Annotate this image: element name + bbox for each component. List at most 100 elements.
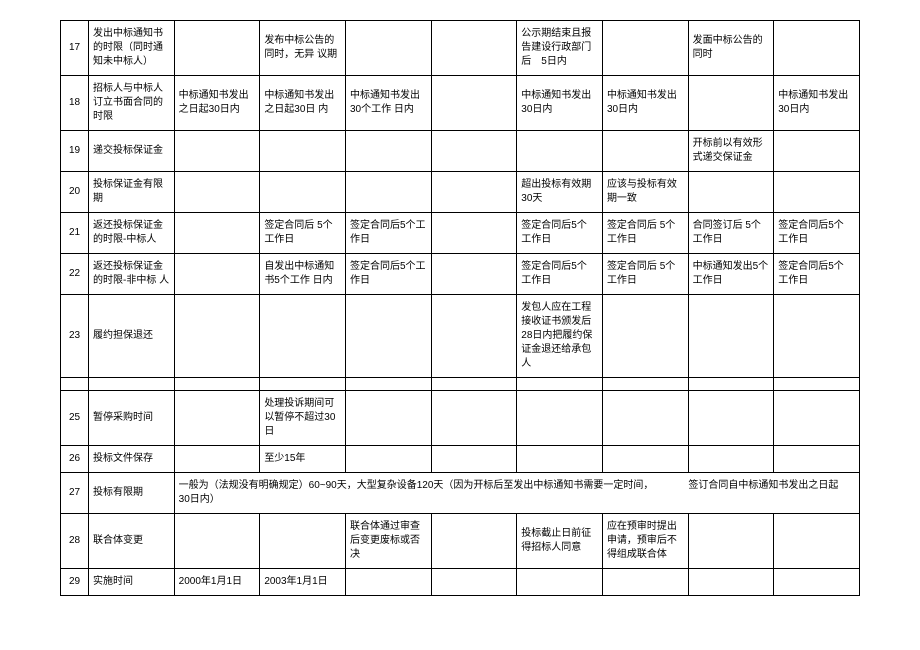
table-row: 29实施时间2000年1月1日2003年1月1日 xyxy=(61,569,860,596)
row-label: 发出中标通知书的时限（同时通知未中标人） xyxy=(89,21,175,76)
cell xyxy=(345,569,431,596)
cell xyxy=(260,378,346,391)
row-label: 投标有限期 xyxy=(89,473,175,514)
table-row: 27投标有限期一般为（法规没有明确规定）60~90天，大型复杂设备120天（因为… xyxy=(61,473,860,514)
row-label: 联合体变更 xyxy=(89,514,175,569)
cell xyxy=(517,131,603,172)
row-label: 实施时间 xyxy=(89,569,175,596)
cell xyxy=(431,76,517,131)
cell: 超出投标有效期 30天 xyxy=(517,172,603,213)
row-label: 返还投标保证金的时限-非中标 人 xyxy=(89,254,175,295)
cell xyxy=(345,295,431,378)
row-number: 28 xyxy=(61,514,89,569)
row-number: 29 xyxy=(61,569,89,596)
cell: 中标通知书发出之日起30日内 xyxy=(174,76,260,131)
cell xyxy=(431,514,517,569)
cell xyxy=(517,378,603,391)
cell: 签定合同后 5个工作日 xyxy=(602,254,688,295)
cell xyxy=(174,378,260,391)
cell: 签定合同后5个工作日 xyxy=(345,254,431,295)
cell xyxy=(174,254,260,295)
table-row: 17发出中标通知书的时限（同时通知未中标人）发布中标公告的同时，无异 议期公示期… xyxy=(61,21,860,76)
cell xyxy=(688,295,774,378)
cell xyxy=(774,569,860,596)
cell: 签定合同后 5个工作日 xyxy=(602,213,688,254)
row-number xyxy=(61,378,89,391)
row-number: 20 xyxy=(61,172,89,213)
table-row: 20投标保证金有限期 超出投标有效期 30天应该与投标有效期一致 xyxy=(61,172,860,213)
cell xyxy=(688,378,774,391)
cell: 联合体通过审查后变更废标或否决 xyxy=(345,514,431,569)
cell: 签定合同后5个 工作日 xyxy=(517,213,603,254)
cell: 至少15年 xyxy=(260,446,346,473)
cell xyxy=(431,391,517,446)
cell xyxy=(774,131,860,172)
row-label: 投标保证金有限期 xyxy=(89,172,175,213)
cell xyxy=(431,254,517,295)
cell xyxy=(431,569,517,596)
table-row: 22返还投标保证金的时限-非中标 人自发出中标通知书5个工作 日内签定合同后5个… xyxy=(61,254,860,295)
cell: 投标截止日前征得招标人同意 xyxy=(517,514,603,569)
row-number: 17 xyxy=(61,21,89,76)
cell: 2000年1月1日 xyxy=(174,569,260,596)
cell xyxy=(774,172,860,213)
row-label: 投标文件保存 xyxy=(89,446,175,473)
cell xyxy=(517,569,603,596)
cell xyxy=(688,172,774,213)
cell: 中标通知书发出30日内 xyxy=(774,76,860,131)
cell xyxy=(174,295,260,378)
cell xyxy=(774,514,860,569)
row-number: 19 xyxy=(61,131,89,172)
row-label: 履约担保退还 xyxy=(89,295,175,378)
table-row xyxy=(61,378,860,391)
row-number: 23 xyxy=(61,295,89,378)
cell: 发布中标公告的同时，无异 议期 xyxy=(260,21,346,76)
cell xyxy=(260,514,346,569)
cell: 应该与投标有效期一致 xyxy=(602,172,688,213)
cell: 签定合同后5个工作日 xyxy=(345,213,431,254)
cell xyxy=(174,391,260,446)
cell xyxy=(260,295,346,378)
cell xyxy=(174,21,260,76)
cell xyxy=(345,172,431,213)
cell xyxy=(431,172,517,213)
cell: 发包人应在工程接收证书颁发后28日内把履约保证金退还给承包人 xyxy=(517,295,603,378)
cell xyxy=(688,569,774,596)
table-row: 23履约担保退还 发包人应在工程接收证书颁发后28日内把履约保证金退还给承包人 xyxy=(61,295,860,378)
cell: 签定合同后 5个工作日 xyxy=(260,213,346,254)
cell: 合同签订后 5个工作日 xyxy=(688,213,774,254)
cell: 中标通知书发出之日起30日 内 xyxy=(260,76,346,131)
cell xyxy=(774,391,860,446)
row-number: 21 xyxy=(61,213,89,254)
row-label: 暂停采购时间 xyxy=(89,391,175,446)
cell: 签定合同后5个 工作日 xyxy=(774,254,860,295)
cell xyxy=(602,131,688,172)
cell xyxy=(602,569,688,596)
cell: 处理投诉期间可以暂停不超过30日 xyxy=(260,391,346,446)
table-row: 26投标文件保存至少15年 xyxy=(61,446,860,473)
cell xyxy=(174,514,260,569)
cell: 签定合同后5个 工作日 xyxy=(774,213,860,254)
cell xyxy=(431,213,517,254)
cell xyxy=(602,391,688,446)
cell xyxy=(174,213,260,254)
cell: 自发出中标通知书5个工作 日内 xyxy=(260,254,346,295)
cell xyxy=(602,295,688,378)
cell xyxy=(345,131,431,172)
row-label: 招标人与中标人订立书面合同的 时限 xyxy=(89,76,175,131)
cell xyxy=(345,446,431,473)
cell: 开标前以有效形式递交保证金 xyxy=(688,131,774,172)
cell xyxy=(260,131,346,172)
table-row: 18招标人与中标人订立书面合同的 时限中标通知书发出之日起30日内中标通知书发出… xyxy=(61,76,860,131)
cell xyxy=(688,391,774,446)
table-row: 19递交投标保证金开标前以有效形式递交保证金 xyxy=(61,131,860,172)
row-number: 25 xyxy=(61,391,89,446)
cell xyxy=(517,446,603,473)
cell xyxy=(431,378,517,391)
cell xyxy=(174,131,260,172)
cell xyxy=(174,446,260,473)
cell: 中标通知发出5个工作日 xyxy=(688,254,774,295)
cell xyxy=(345,21,431,76)
cell: 签定合同后5个 工作日 xyxy=(517,254,603,295)
row-number: 18 xyxy=(61,76,89,131)
